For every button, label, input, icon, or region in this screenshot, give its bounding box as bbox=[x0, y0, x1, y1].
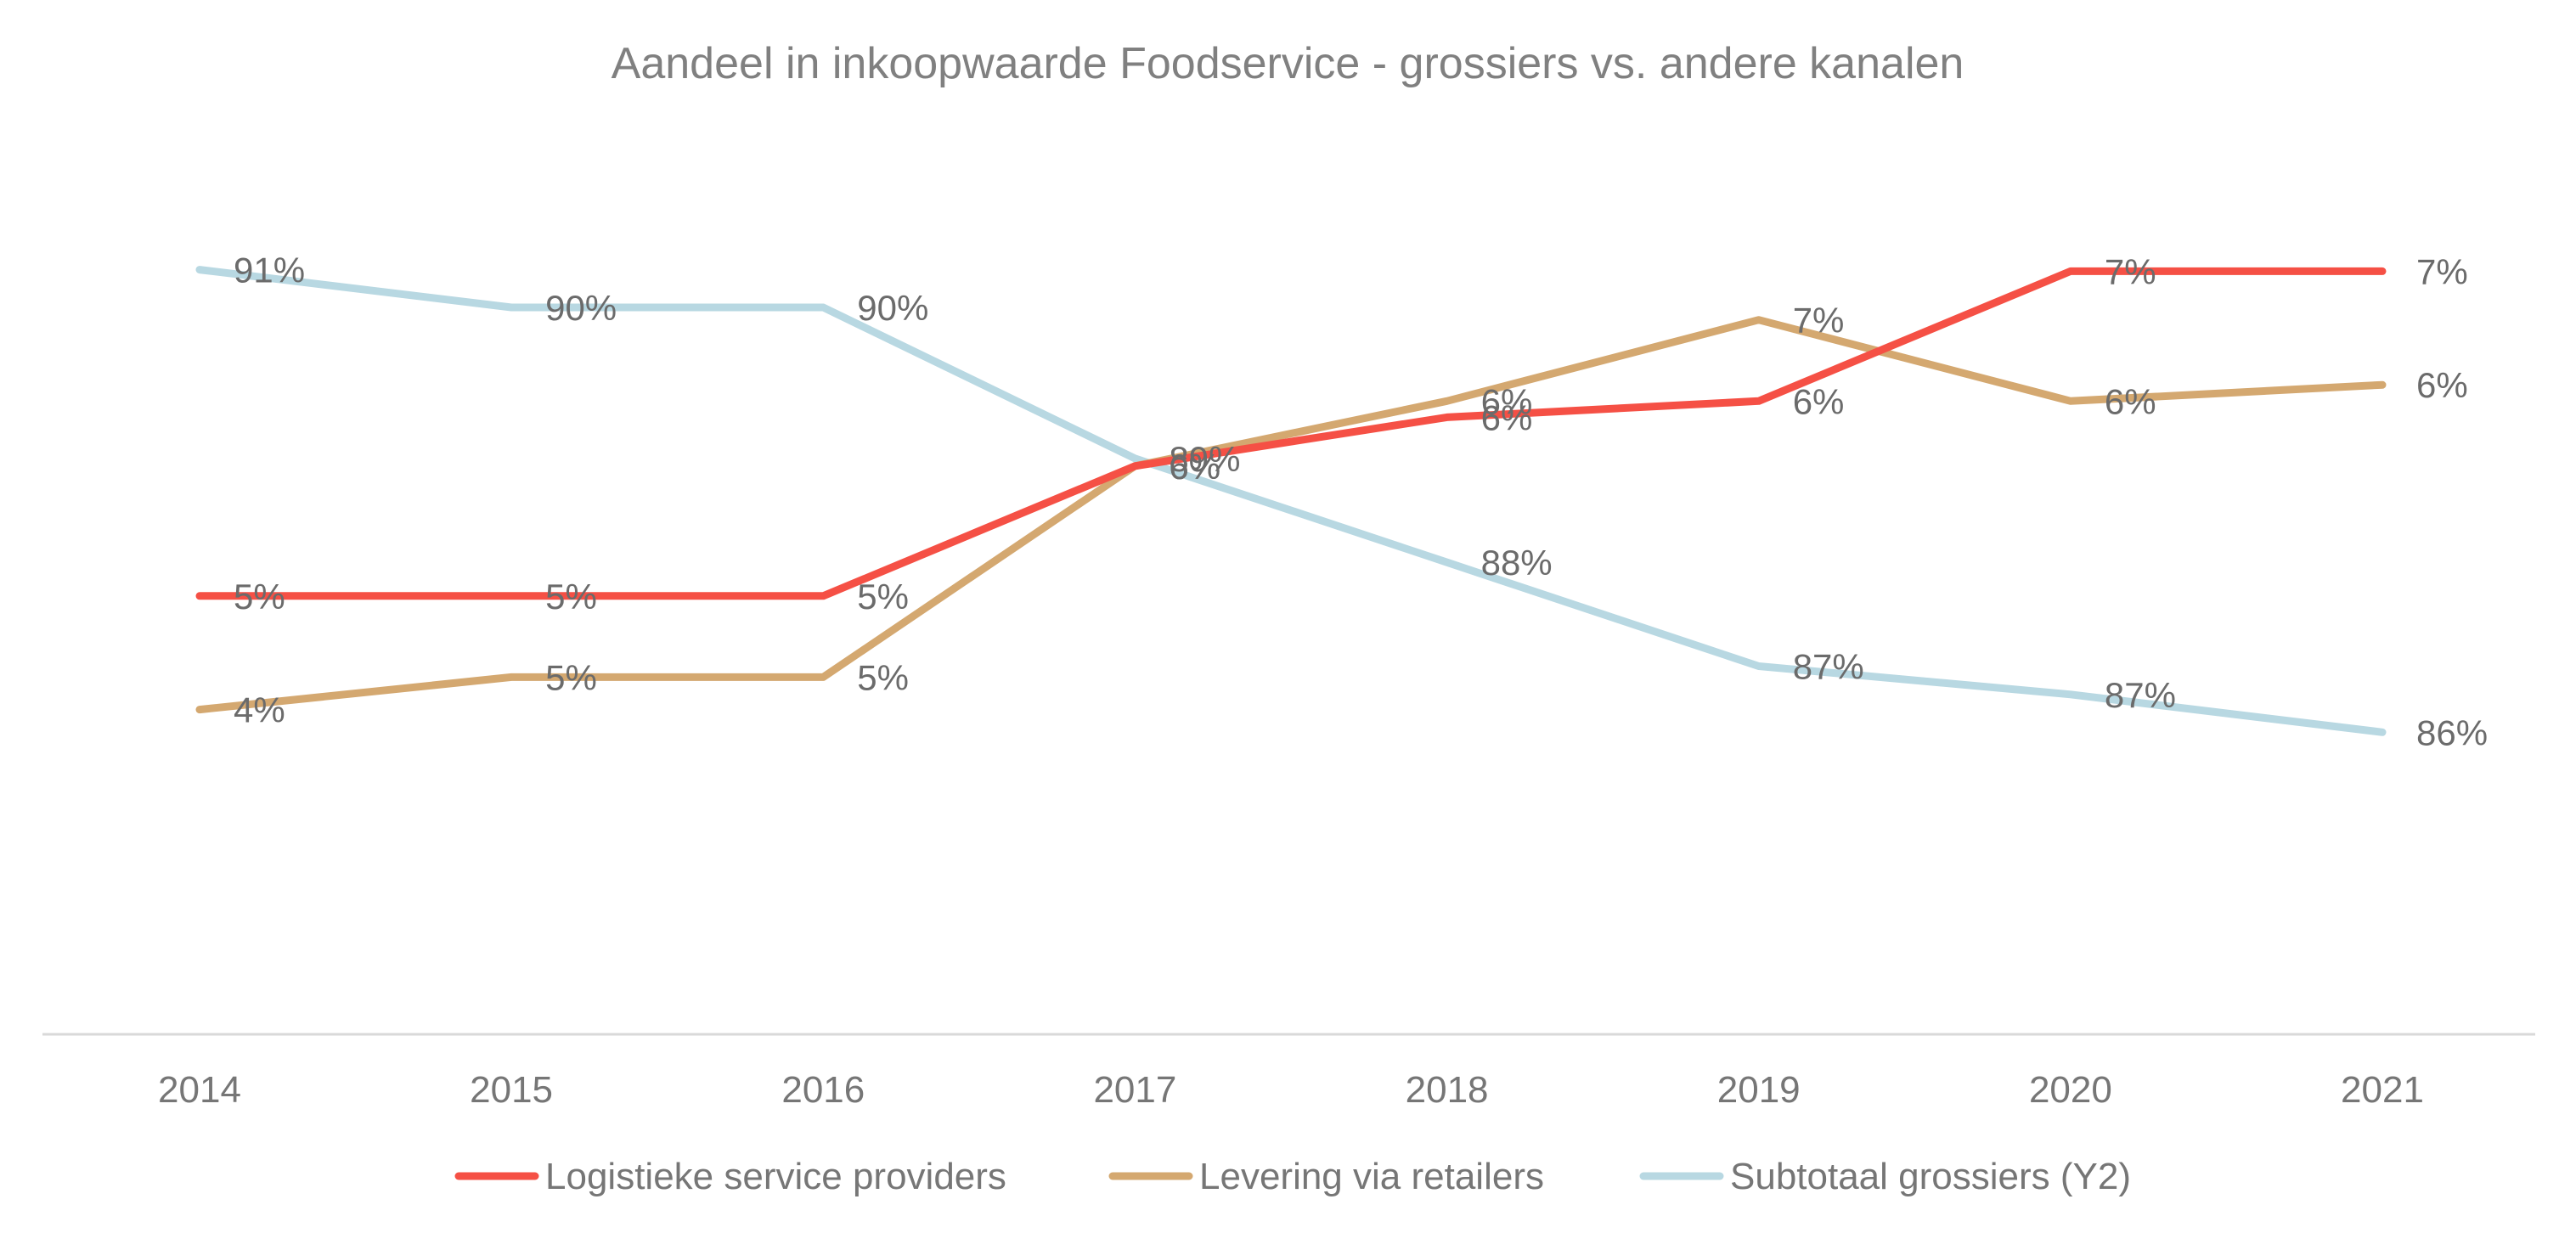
data-label: 5% bbox=[857, 657, 909, 697]
data-label: 87% bbox=[1793, 647, 1864, 687]
data-label: 6% bbox=[2105, 381, 2156, 421]
x-axis-ticks: 2014 2015 2016 2017 2018 2019 2020 2021 bbox=[158, 1069, 2424, 1111]
legend-label: Logistieke service providers bbox=[545, 1156, 1006, 1197]
data-label: 5% bbox=[545, 657, 597, 697]
data-label: 7% bbox=[2105, 251, 2156, 291]
data-label: 4% bbox=[234, 690, 285, 730]
data-label: 6% bbox=[1169, 447, 1220, 487]
series-line-0 bbox=[195, 267, 2387, 600]
data-label-layer: 5% 5% 5%6%6% 6%7% 7%4%5% 5%6%6%7%6% 6%91%90% 90… bbox=[234, 251, 2488, 753]
x-tick-label: 2020 bbox=[2029, 1069, 2112, 1111]
data-label: 87% bbox=[2105, 675, 2176, 715]
data-label: 6% bbox=[1793, 381, 1845, 421]
data-label: 89% bbox=[1169, 439, 1240, 479]
x-tick-label: 2015 bbox=[470, 1069, 553, 1111]
data-label: 86% bbox=[2416, 712, 2488, 752]
legend-label: Subtotaal grossiers (Y2) bbox=[1730, 1156, 2131, 1197]
x-tick-label: 2017 bbox=[1093, 1069, 1176, 1111]
data-label: 7% bbox=[2416, 251, 2468, 291]
x-tick-label: 2021 bbox=[2341, 1069, 2424, 1111]
series-line-2 bbox=[195, 266, 2387, 736]
data-label: 91% bbox=[234, 251, 305, 290]
data-label: 6% bbox=[2416, 365, 2468, 405]
chart-title: Aandeel in inkoopwaarde Foodservice - gr… bbox=[612, 39, 1964, 88]
x-tick-label: 2019 bbox=[1717, 1069, 1801, 1111]
data-label: 88% bbox=[1481, 543, 1553, 583]
data-label: 6% bbox=[1169, 447, 1220, 487]
data-label: 6% bbox=[1481, 397, 1533, 437]
data-label: 5% bbox=[857, 577, 909, 616]
data-label: 7% bbox=[1793, 301, 1845, 341]
legend: Logistieke service providers Levering via… bbox=[454, 1156, 2131, 1197]
series-layer bbox=[195, 266, 2387, 736]
data-label: 5% bbox=[234, 577, 285, 616]
x-tick-label: 2016 bbox=[781, 1069, 865, 1111]
legend-entry-1: Levering via retailers bbox=[1108, 1156, 1544, 1197]
data-label: 6% bbox=[1481, 381, 1533, 421]
series-line-1 bbox=[195, 316, 2387, 714]
x-tick-label: 2014 bbox=[158, 1069, 241, 1111]
data-label: 90% bbox=[545, 288, 617, 328]
data-label: 90% bbox=[857, 288, 928, 328]
legend-entry-2: Subtotaal grossiers (Y2) bbox=[1639, 1156, 2131, 1197]
legend-label: Levering via retailers bbox=[1199, 1156, 1544, 1197]
x-tick-label: 2018 bbox=[1406, 1069, 1489, 1111]
data-label: 5% bbox=[545, 577, 597, 616]
legend-entry-0: Logistieke service providers bbox=[454, 1156, 1006, 1197]
